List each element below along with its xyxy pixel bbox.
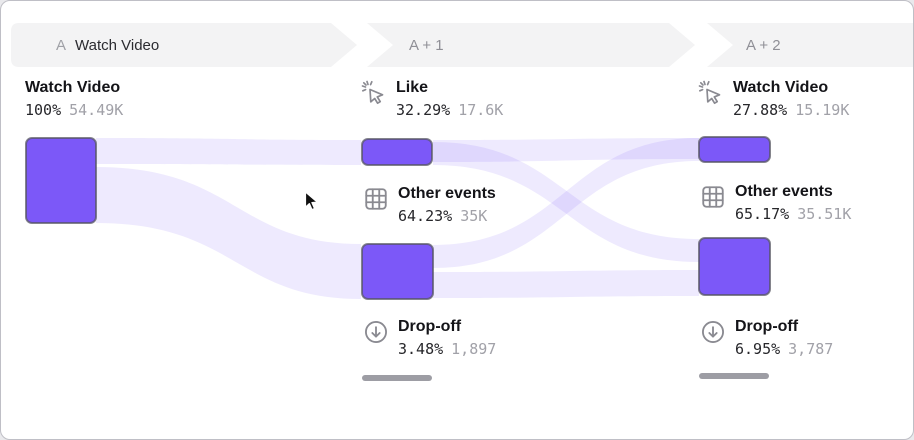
event-count: 3,787 xyxy=(788,340,834,358)
event-label-like-step2[interactable]: Like 32.29% 17.6K xyxy=(361,77,503,120)
event-label-watchvideo-step1[interactable]: Watch Video 100% 54.49K xyxy=(25,77,123,120)
event-label-dropoff-step2[interactable]: Drop-off 3.48% 1,897 xyxy=(363,316,496,359)
click-icon xyxy=(698,80,724,106)
event-title: Drop-off xyxy=(398,318,462,335)
link-like-otherevents2[interactable] xyxy=(433,142,699,262)
event-title: Drop-off xyxy=(735,318,799,335)
event-percent: 64.23% xyxy=(398,207,453,225)
step-band-1[interactable] xyxy=(11,23,357,67)
step-label-text: A + 1 xyxy=(409,36,444,54)
dropoff-icon xyxy=(700,319,726,345)
event-percent: 32.29% xyxy=(396,101,451,119)
event-count: 1,897 xyxy=(451,340,497,358)
step-header-2[interactable]: A + 1 xyxy=(409,23,444,67)
link-watchvideo-otherevents[interactable] xyxy=(96,167,361,299)
grid-icon xyxy=(700,184,726,210)
node-like-step2[interactable] xyxy=(361,138,433,166)
step-letter: A xyxy=(56,36,67,54)
node-dropoff-step2[interactable] xyxy=(362,375,432,381)
event-count: 54.49K xyxy=(69,101,124,119)
node-watchvideo-step1[interactable] xyxy=(25,137,97,224)
step-header-1[interactable]: A Watch Video xyxy=(56,23,159,67)
event-label-dropoff-step3[interactable]: Drop-off 6.95% 3,787 xyxy=(700,316,833,359)
event-percent: 100% xyxy=(25,101,62,119)
event-title: Other events xyxy=(398,185,496,202)
step-band-2[interactable] xyxy=(367,23,695,67)
event-label-watchvideo-step3[interactable]: Watch Video 27.88% 15.19K xyxy=(698,77,849,120)
link-like-watchvideo2[interactable] xyxy=(433,138,699,162)
step-header-3[interactable]: A + 2 xyxy=(746,23,781,67)
link-watchvideo-like[interactable] xyxy=(96,138,361,165)
step-label-text: A + 2 xyxy=(746,36,781,54)
event-label-otherevents-step2[interactable]: Other events 64.23% 35K xyxy=(363,183,496,226)
step-label-text: Watch Video xyxy=(75,36,160,54)
event-title: Other events xyxy=(735,183,833,200)
link-otherevents-watchvideo2[interactable] xyxy=(433,138,699,268)
node-otherevents-step2[interactable] xyxy=(361,243,434,300)
event-title: Like xyxy=(396,79,429,96)
event-title: Watch Video xyxy=(25,79,121,96)
event-count: 35K xyxy=(460,207,488,225)
link-otherevents-otherevents2[interactable] xyxy=(433,270,699,298)
event-count: 35.51K xyxy=(797,205,852,223)
event-label-otherevents-step3[interactable]: Other events 65.17% 35.51K xyxy=(700,181,851,224)
event-title: Watch Video xyxy=(733,79,829,96)
click-icon xyxy=(361,80,387,106)
event-percent: 65.17% xyxy=(735,205,790,223)
node-otherevents-step3[interactable] xyxy=(698,237,771,296)
event-percent: 6.95% xyxy=(735,340,781,358)
event-count: 17.6K xyxy=(458,101,504,119)
event-percent: 27.88% xyxy=(733,101,788,119)
step-band-3[interactable] xyxy=(707,23,914,67)
grid-icon xyxy=(363,186,389,212)
node-dropoff-step3[interactable] xyxy=(699,373,769,379)
mouse-cursor-icon xyxy=(304,191,318,211)
event-percent: 3.48% xyxy=(398,340,444,358)
dropoff-icon xyxy=(363,319,389,345)
event-count: 15.19K xyxy=(795,101,850,119)
node-watchvideo-step3[interactable] xyxy=(698,136,771,163)
